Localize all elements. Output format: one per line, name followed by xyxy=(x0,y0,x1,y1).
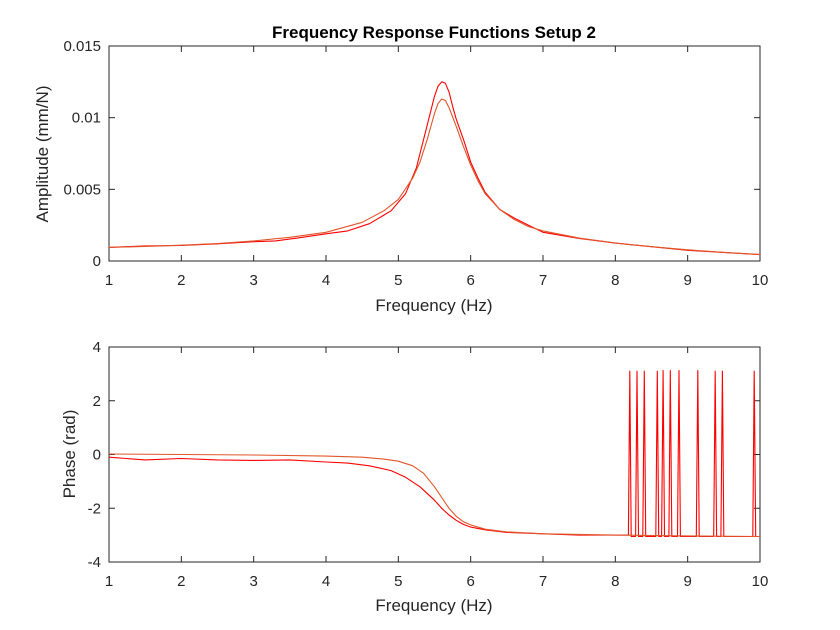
phase-xtick-label: 8 xyxy=(611,573,619,590)
amplitude-xlabel: Frequency (Hz) xyxy=(375,296,492,315)
phase-xtick-label: 5 xyxy=(394,573,402,590)
amplitude-ticks: 1 2 3 4 5 6 7 8 9 10 0 0.005 0.01 0.015 xyxy=(63,38,768,289)
phase-xtick-label: 6 xyxy=(466,573,474,590)
phase-ytick-label: -2 xyxy=(88,500,101,517)
amplitude-xtick-label: 2 xyxy=(177,272,185,289)
phase-xtick-label: 4 xyxy=(322,573,330,590)
phase-xtick-label: 2 xyxy=(177,573,185,590)
phase-xtick-label: 10 xyxy=(752,573,769,590)
chart-title: Frequency Response Functions Setup 2 xyxy=(272,23,596,42)
amplitude-series xyxy=(108,81,761,256)
phase-xlabel: Frequency (Hz) xyxy=(375,596,492,615)
phase-xtick-label: 3 xyxy=(249,573,257,590)
phase-ytick-label: 0 xyxy=(93,447,101,464)
phase-xtick-label: 7 xyxy=(539,573,547,590)
phase-ytick-label: 2 xyxy=(93,393,101,410)
amplitude-xtick-label: 9 xyxy=(683,272,691,289)
amplitude-fitted-line xyxy=(108,98,761,256)
amplitude-ytick-label: 0.005 xyxy=(63,181,101,198)
amplitude-axes-box xyxy=(108,45,761,262)
amplitude-ytick-label: 0.01 xyxy=(72,110,101,127)
phase-ytick-label: 4 xyxy=(93,339,101,356)
phase-xtick-label: 1 xyxy=(105,573,113,590)
amplitude-xtick-label: 7 xyxy=(539,272,547,289)
amplitude-xtick-label: 4 xyxy=(322,272,330,289)
phase-plot: 1 2 3 4 5 6 7 8 9 10 -4 -2 0 2 4 Frequency (Hz) Phase … xyxy=(60,339,768,615)
amplitude-xtick-label: 1 xyxy=(105,272,113,289)
amplitude-measured-line xyxy=(108,81,761,256)
amplitude-ytick-label: 0 xyxy=(93,253,101,270)
amplitude-ylabel: Amplitude (mm/N) xyxy=(33,86,52,223)
amplitude-xtick-label: 6 xyxy=(466,272,474,289)
amplitude-ytick-label: 0.015 xyxy=(63,38,101,55)
phase-ytick-label: -4 xyxy=(88,554,101,571)
amplitude-xtick-label: 10 xyxy=(752,272,769,289)
amplitude-xtick-label: 5 xyxy=(394,272,402,289)
amplitude-plot: 1 2 3 4 5 6 7 8 9 10 0 0.005 0.01 0.015 Frequency (Hz… xyxy=(33,38,768,315)
amplitude-xtick-label: 8 xyxy=(611,272,619,289)
phase-ylabel: Phase (rad) xyxy=(60,410,79,499)
phase-fitted-line xyxy=(108,453,761,538)
amplitude-xtick-label: 3 xyxy=(249,272,257,289)
phase-xtick-label: 9 xyxy=(683,573,691,590)
phase-series xyxy=(108,370,761,538)
